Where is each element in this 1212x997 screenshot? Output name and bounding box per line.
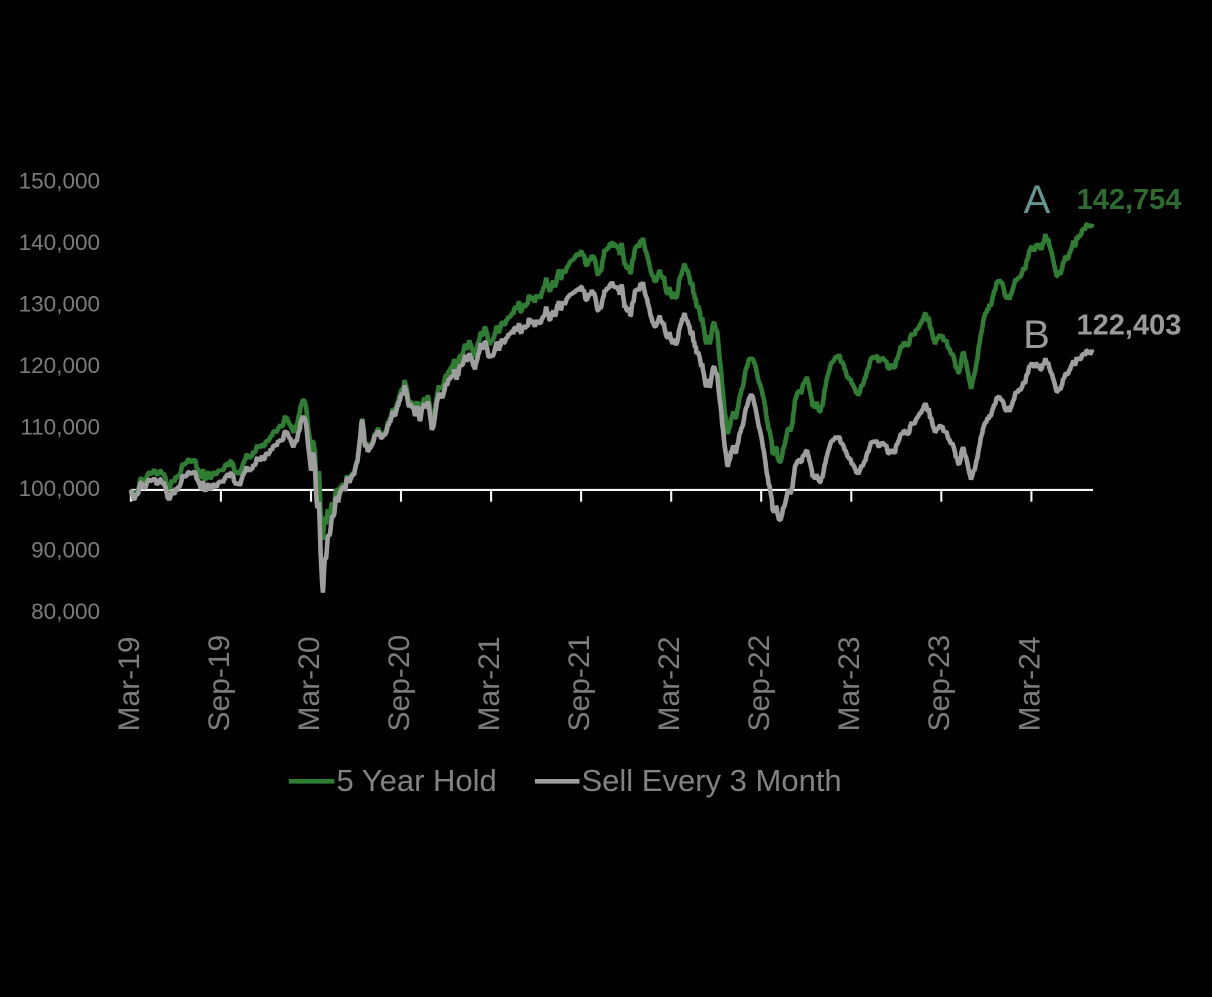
svg-text:B: B	[1023, 313, 1050, 357]
svg-text:130,000: 130,000	[19, 291, 100, 316]
svg-text:80,000: 80,000	[31, 599, 100, 624]
svg-text:110,000: 110,000	[20, 415, 100, 440]
svg-text:A: A	[1024, 178, 1051, 222]
svg-text:5 Year Hold: 5 Year Hold	[337, 763, 497, 798]
svg-text:122,403: 122,403	[1077, 310, 1182, 342]
svg-text:150,000: 150,000	[19, 168, 100, 193]
svg-text:Mar-21: Mar-21	[473, 636, 506, 731]
svg-text:Mar-20: Mar-20	[293, 636, 326, 731]
svg-text:120,000: 120,000	[19, 353, 100, 378]
svg-text:Mar-23: Mar-23	[833, 636, 866, 731]
svg-text:142,754: 142,754	[1077, 184, 1182, 216]
svg-text:Mar-19: Mar-19	[113, 636, 146, 731]
svg-text:Sep-20: Sep-20	[383, 635, 416, 732]
svg-text:Mar-24: Mar-24	[1013, 636, 1046, 731]
svg-text:Mar-22: Mar-22	[653, 636, 686, 731]
svg-text:Sep-23: Sep-23	[923, 635, 956, 732]
svg-text:Sep-22: Sep-22	[743, 635, 776, 732]
svg-text:Sep-21: Sep-21	[563, 635, 596, 732]
svg-text:140,000: 140,000	[19, 230, 100, 255]
svg-text:100,000: 100,000	[19, 476, 100, 501]
svg-text:Sell Every 3 Month: Sell Every 3 Month	[582, 763, 842, 798]
svg-text:Sep-19: Sep-19	[203, 635, 236, 732]
svg-text:90,000: 90,000	[31, 538, 100, 563]
